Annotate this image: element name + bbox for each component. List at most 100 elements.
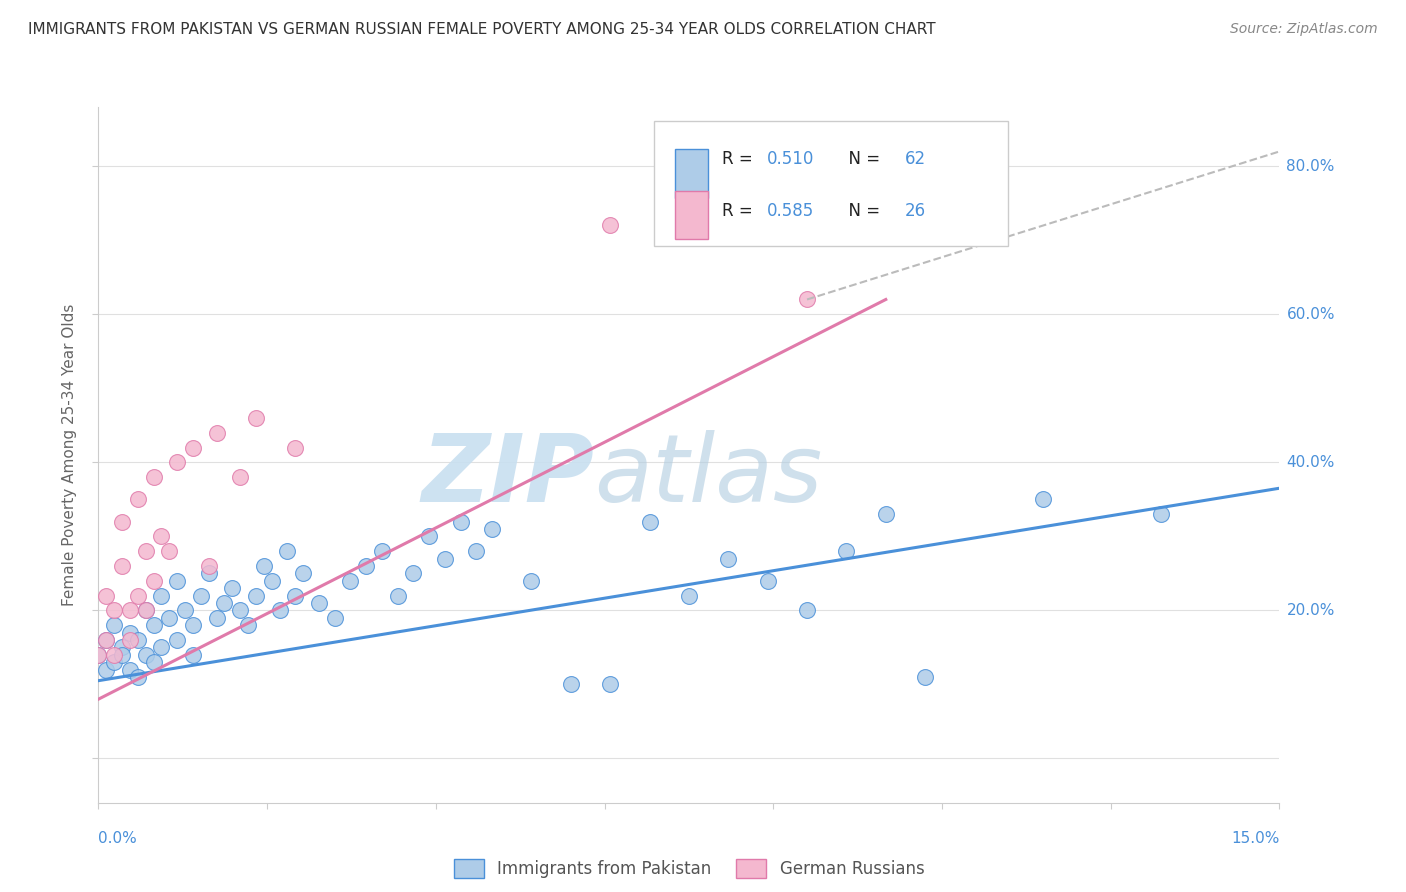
- Point: [111, 515, 134, 529]
- Point: [835, 544, 858, 558]
- Text: Source: ZipAtlas.com: Source: ZipAtlas.com: [1230, 22, 1378, 37]
- Point: [914, 670, 936, 684]
- Point: [560, 677, 582, 691]
- Text: 0.0%: 0.0%: [98, 831, 138, 847]
- Point: [127, 492, 149, 507]
- Bar: [675, 191, 707, 239]
- Point: [450, 515, 472, 529]
- Point: [111, 648, 134, 662]
- Point: [118, 663, 141, 677]
- Text: R =: R =: [723, 202, 758, 220]
- Point: [150, 589, 173, 603]
- Point: [135, 544, 157, 558]
- Legend: Immigrants from Pakistan, German Russians: Immigrants from Pakistan, German Russian…: [447, 853, 931, 885]
- Point: [284, 589, 307, 603]
- Point: [135, 648, 157, 662]
- Point: [465, 544, 488, 558]
- Point: [87, 648, 110, 662]
- Point: [402, 566, 425, 581]
- Point: [157, 611, 180, 625]
- Text: 15.0%: 15.0%: [1232, 831, 1279, 847]
- Point: [142, 618, 165, 632]
- Point: [135, 603, 157, 617]
- Point: [221, 581, 243, 595]
- Point: [214, 596, 236, 610]
- Point: [323, 611, 346, 625]
- Text: 0.510: 0.510: [766, 150, 814, 168]
- Point: [142, 574, 165, 588]
- Point: [142, 655, 165, 669]
- Point: [127, 632, 149, 647]
- Point: [174, 603, 197, 617]
- Point: [481, 522, 503, 536]
- Point: [418, 529, 440, 543]
- Point: [166, 632, 188, 647]
- Point: [1150, 507, 1173, 521]
- FancyBboxPatch shape: [654, 121, 1008, 246]
- Point: [205, 425, 228, 440]
- Point: [236, 618, 259, 632]
- Point: [796, 603, 818, 617]
- Point: [269, 603, 291, 617]
- Point: [118, 632, 141, 647]
- Point: [96, 632, 118, 647]
- Text: IMMIGRANTS FROM PAKISTAN VS GERMAN RUSSIAN FEMALE POVERTY AMONG 25-34 YEAR OLDS : IMMIGRANTS FROM PAKISTAN VS GERMAN RUSSI…: [28, 22, 936, 37]
- Point: [796, 293, 818, 307]
- Point: [142, 470, 165, 484]
- Point: [599, 219, 621, 233]
- Point: [181, 648, 204, 662]
- Point: [135, 603, 157, 617]
- Text: 80.0%: 80.0%: [1286, 159, 1334, 174]
- Point: [229, 603, 252, 617]
- Point: [253, 558, 276, 573]
- Point: [433, 551, 456, 566]
- Point: [111, 558, 134, 573]
- Text: R =: R =: [723, 150, 758, 168]
- Text: 40.0%: 40.0%: [1286, 455, 1334, 470]
- Point: [103, 603, 125, 617]
- Text: 20.0%: 20.0%: [1286, 603, 1334, 618]
- Point: [127, 589, 149, 603]
- Point: [756, 574, 779, 588]
- Point: [87, 648, 110, 662]
- Point: [118, 603, 141, 617]
- Point: [118, 625, 141, 640]
- Text: ZIP: ZIP: [422, 430, 595, 522]
- Point: [387, 589, 409, 603]
- Point: [292, 566, 315, 581]
- Point: [1032, 492, 1054, 507]
- Text: N =: N =: [838, 202, 886, 220]
- Point: [339, 574, 361, 588]
- Point: [717, 551, 740, 566]
- Point: [190, 589, 212, 603]
- Point: [181, 441, 204, 455]
- Text: 0.585: 0.585: [766, 202, 814, 220]
- Point: [245, 411, 267, 425]
- Text: 60.0%: 60.0%: [1286, 307, 1334, 322]
- Point: [96, 589, 118, 603]
- Text: atlas: atlas: [595, 430, 823, 521]
- Point: [166, 574, 188, 588]
- Point: [181, 618, 204, 632]
- Point: [197, 558, 219, 573]
- Text: N =: N =: [838, 150, 886, 168]
- Point: [284, 441, 307, 455]
- Text: 26: 26: [905, 202, 927, 220]
- Point: [103, 618, 125, 632]
- Point: [103, 655, 125, 669]
- Point: [96, 632, 118, 647]
- Point: [157, 544, 180, 558]
- Point: [371, 544, 394, 558]
- Point: [276, 544, 298, 558]
- Point: [245, 589, 267, 603]
- Y-axis label: Female Poverty Among 25-34 Year Olds: Female Poverty Among 25-34 Year Olds: [62, 304, 77, 606]
- Point: [197, 566, 219, 581]
- Point: [308, 596, 330, 610]
- Bar: [675, 149, 707, 198]
- Point: [520, 574, 543, 588]
- Point: [229, 470, 252, 484]
- Point: [678, 589, 700, 603]
- Point: [354, 558, 377, 573]
- Point: [150, 529, 173, 543]
- Point: [638, 515, 661, 529]
